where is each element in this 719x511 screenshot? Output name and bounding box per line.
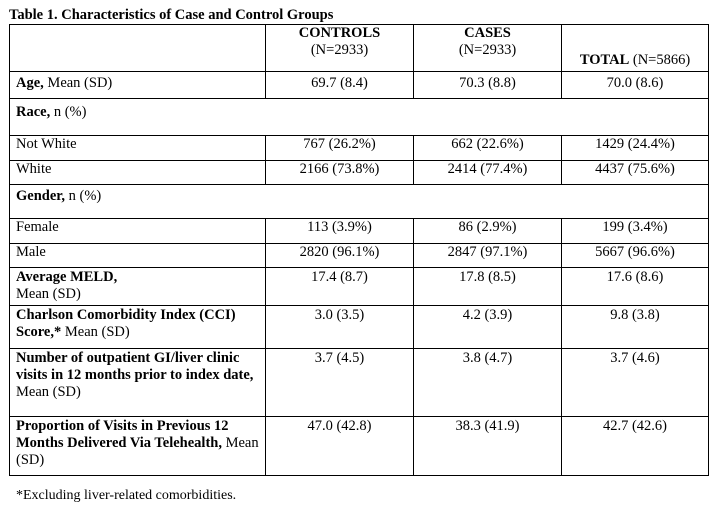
cell-cases: 662 (22.6%) xyxy=(413,135,562,161)
row-label-rest: Mean (SD) xyxy=(43,75,113,91)
cell-total: 1429 (24.4%) xyxy=(561,135,709,161)
header-cases-n: (N=2933) xyxy=(458,42,517,58)
cell-cases: 86 (2.9%) xyxy=(413,218,562,244)
table-row-male: Male 2820 (96.1%) 2847 (97.1%) 5667 (96.… xyxy=(9,243,709,268)
header-cases-label: CASES xyxy=(464,25,511,41)
row-label: Average MELD, Mean (SD) xyxy=(9,267,266,306)
row-label-rest: Mean (SD) xyxy=(61,324,130,340)
cell-controls: 767 (26.2%) xyxy=(265,135,414,161)
section-label-rest: n (%) xyxy=(65,188,102,204)
table-row-age: Age, Mean (SD) 69.7 (8.4) 70.3 (8.8) 70.… xyxy=(9,71,709,99)
row-label-bold: Number of outpatient GI/liver clinic vis… xyxy=(16,350,254,383)
section-label-rest: n (%) xyxy=(50,104,87,120)
cell-cases: 70.3 (8.8) xyxy=(413,71,562,99)
header-controls-n: (N=2933) xyxy=(310,42,369,58)
cell-total: 70.0 (8.6) xyxy=(561,71,709,99)
cell-cases: 2414 (77.4%) xyxy=(413,160,562,185)
header-total-label: TOTAL xyxy=(579,52,630,68)
cell-controls: 3.7 (4.5) xyxy=(265,348,414,417)
footnote: *Excluding liver-related comorbidities. xyxy=(16,488,237,503)
row-label-bold: Age, xyxy=(16,75,44,91)
cell-total: 9.8 (3.8) xyxy=(561,305,709,349)
cell-controls: 2166 (73.8%) xyxy=(265,160,414,185)
table-row-gender-header: Gender, n (%) xyxy=(9,184,709,219)
cell-total: 4437 (75.6%) xyxy=(561,160,709,185)
row-label: Male xyxy=(9,243,266,268)
table-row-cci: Charlson Comorbidity Index (CCI) Score,*… xyxy=(9,305,709,349)
table-row-telehealth: Proportion of Visits in Previous 12 Mont… xyxy=(9,416,709,476)
table-row-visits: Number of outpatient GI/liver clinic vis… xyxy=(9,348,709,417)
row-label: Age, Mean (SD) xyxy=(9,71,266,99)
row-label-rest: Mean (SD) xyxy=(16,286,81,302)
row-label-bold: Average MELD, xyxy=(16,269,118,285)
cell-cases: 2847 (97.1%) xyxy=(413,243,562,268)
cell-controls: 3.0 (3.5) xyxy=(265,305,414,349)
cell-cases: 3.8 (4.7) xyxy=(413,348,562,417)
header-controls: CONTROLS (N=2933) xyxy=(265,24,414,72)
table-row-meld: Average MELD, Mean (SD) 17.4 (8.7) 17.8 (… xyxy=(9,267,709,306)
cell-total: 42.7 (42.6) xyxy=(561,416,709,476)
header-total: TOTAL (N=5866) xyxy=(561,24,709,72)
cell-controls: 2820 (96.1%) xyxy=(265,243,414,268)
cell-total: 3.7 (4.6) xyxy=(561,348,709,417)
header-total-n: (N=5866) xyxy=(632,52,691,68)
row-label: Number of outpatient GI/liver clinic vis… xyxy=(9,348,266,417)
header-controls-label: CONTROLS xyxy=(298,25,381,41)
header-row: CONTROLS (N=2933) CASES (N=2933) TOTAL (… xyxy=(9,24,709,72)
characteristics-table: CONTROLS (N=2933) CASES (N=2933) TOTAL (… xyxy=(9,24,709,476)
cell-controls: 69.7 (8.4) xyxy=(265,71,414,99)
table-title: Table 1. Characteristics of Case and Con… xyxy=(9,7,334,23)
cell-cases: 17.8 (8.5) xyxy=(413,267,562,306)
row-label-rest: Mean (SD) xyxy=(16,384,81,400)
cell-total: 17.6 (8.6) xyxy=(561,267,709,306)
table-row-white: White 2166 (73.8%) 2414 (77.4%) 4437 (75… xyxy=(9,160,709,185)
section-label-bold: Race, xyxy=(16,104,51,120)
section-label: Race, n (%) xyxy=(9,98,709,136)
row-label: Female xyxy=(9,218,266,244)
header-empty-cell xyxy=(9,24,266,72)
row-label-bold: Charlson Comorbidity Index (CCI) Score,* xyxy=(16,307,236,340)
row-label: White xyxy=(9,160,266,185)
cell-cases: 38.3 (41.9) xyxy=(413,416,562,476)
section-label-bold: Gender, xyxy=(16,188,66,204)
cell-controls: 47.0 (42.8) xyxy=(265,416,414,476)
header-cases: CASES (N=2933) xyxy=(413,24,562,72)
cell-total: 199 (3.4%) xyxy=(561,218,709,244)
cell-controls: 17.4 (8.7) xyxy=(265,267,414,306)
cell-controls: 113 (3.9%) xyxy=(265,218,414,244)
row-label-rest: Mean (SD) xyxy=(16,435,259,468)
cell-cases: 4.2 (3.9) xyxy=(413,305,562,349)
row-label-bold: Proportion of Visits in Previous 12 Mont… xyxy=(16,418,229,451)
table-row-race-header: Race, n (%) xyxy=(9,98,709,136)
table-row-not-white: Not White 767 (26.2%) 662 (22.6%) 1429 (… xyxy=(9,135,709,161)
cell-total: 5667 (96.6%) xyxy=(561,243,709,268)
row-label: Charlson Comorbidity Index (CCI) Score,*… xyxy=(9,305,266,349)
row-label: Not White xyxy=(9,135,266,161)
row-label: Proportion of Visits in Previous 12 Mont… xyxy=(9,416,266,476)
section-label: Gender, n (%) xyxy=(9,184,709,219)
table-row-female: Female 113 (3.9%) 86 (2.9%) 199 (3.4%) xyxy=(9,218,709,244)
